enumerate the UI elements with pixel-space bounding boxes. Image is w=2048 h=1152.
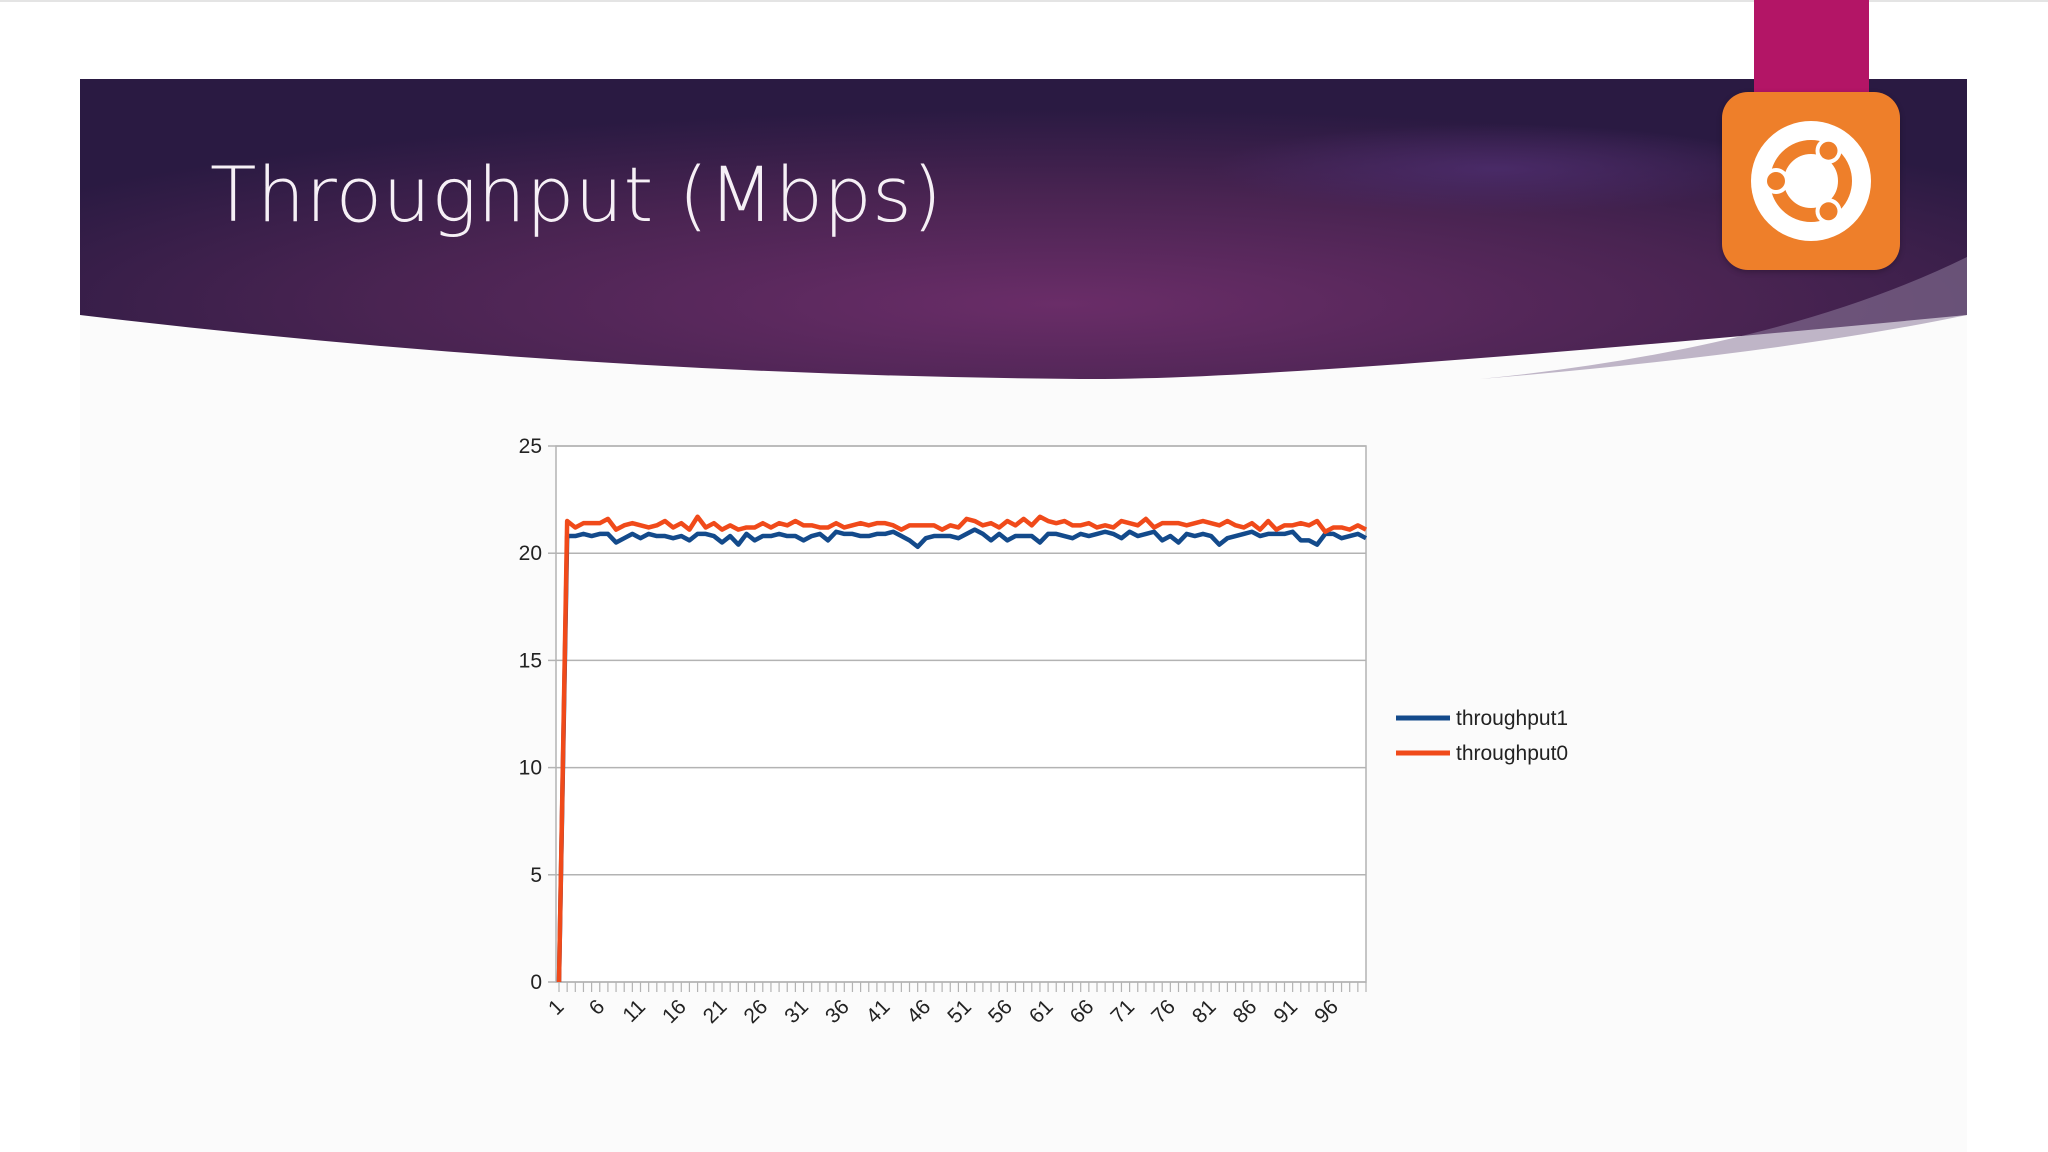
x-tick-label: 16	[658, 995, 691, 1028]
y-tick-label: 0	[530, 971, 542, 994]
x-tick-label: 91	[1269, 995, 1302, 1028]
x-tick-label: 6	[585, 995, 610, 1020]
x-tick-label: 46	[903, 995, 936, 1028]
x-tick-label: 31	[780, 995, 813, 1028]
x-tick-label: 41	[862, 995, 895, 1028]
x-tick-label: 66	[1066, 995, 1099, 1028]
slide-title: Throughput (Mbps)	[210, 150, 943, 239]
x-tick-label: 71	[1106, 995, 1139, 1028]
y-tick-label: 5	[530, 864, 542, 887]
top-edge-rule	[0, 0, 2048, 2]
x-tick-label: 81	[1188, 995, 1221, 1028]
ubuntu-logo-icon	[1722, 92, 1900, 270]
y-tick-label: 15	[519, 649, 542, 672]
x-tick-label: 56	[984, 995, 1017, 1028]
x-tick-label: 21	[699, 995, 732, 1028]
x-tick-label: 61	[1025, 995, 1058, 1028]
legend-label-throughput0: throughput0	[1456, 742, 1568, 765]
x-tick-label: 51	[943, 995, 976, 1028]
legend-label-throughput1: throughput1	[1456, 707, 1568, 730]
banner-background	[80, 79, 1967, 380]
y-tick-label: 20	[519, 542, 542, 565]
x-tick-label: 96	[1310, 995, 1343, 1028]
x-tick-label: 1	[544, 995, 569, 1020]
x-tick-label: 86	[1229, 995, 1262, 1028]
y-tick-label: 25	[519, 435, 542, 458]
title-banner	[80, 79, 1967, 381]
series-line-throughput1	[556, 527, 1368, 983]
x-tick-label: 26	[740, 995, 773, 1028]
x-tick-label: 76	[1147, 995, 1180, 1028]
ribbon-tab	[1754, 0, 1869, 100]
x-tick-label: 11	[618, 995, 650, 1027]
y-tick-label: 10	[519, 757, 542, 780]
series-line-throughput0	[556, 514, 1368, 983]
x-tick-label: 36	[821, 995, 854, 1028]
